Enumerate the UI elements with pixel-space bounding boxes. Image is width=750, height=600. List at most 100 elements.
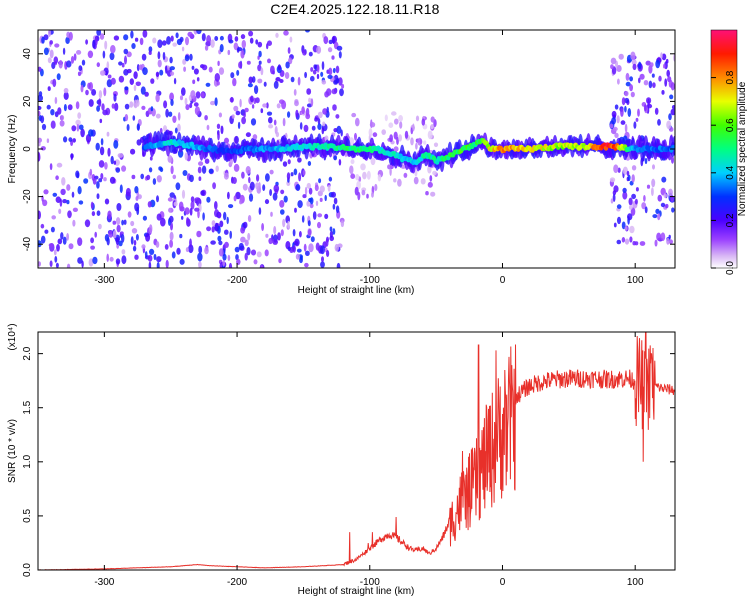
noise-blob [71, 191, 75, 198]
noise-blob [240, 236, 246, 243]
noise-blob [266, 111, 273, 116]
noise-blob [323, 36, 329, 45]
noise-blob [304, 71, 307, 79]
noise-blob [104, 40, 108, 50]
noise-blob [643, 104, 647, 112]
noise-blob [157, 51, 161, 60]
noise-blob [115, 167, 121, 173]
noise-blob [414, 169, 418, 177]
noise-blob [65, 36, 70, 45]
noise-blob [273, 226, 277, 235]
noise-blob [142, 67, 148, 76]
noise-blob [430, 116, 435, 123]
noise-blob [149, 248, 155, 255]
noise-blob [38, 110, 41, 117]
noise-blob [113, 140, 119, 149]
y-tick-label: 1.5 [22, 400, 33, 414]
noise-blob [152, 178, 157, 185]
noise-blob [193, 68, 199, 75]
noise-blob [95, 142, 100, 151]
noise-blob [663, 63, 666, 69]
noise-blob [666, 69, 670, 77]
noise-blob [258, 50, 262, 58]
noise-blob [217, 60, 220, 66]
noise-blob [114, 102, 119, 112]
noise-blob [393, 146, 399, 152]
noise-blob [167, 155, 173, 163]
spectrogram-x-ticks: -300 -200 -100 0 100 [94, 30, 644, 286]
noise-blob [81, 59, 86, 66]
noise-blob [332, 228, 336, 235]
noise-blob [228, 262, 233, 268]
noise-blob [263, 81, 267, 87]
noise-blob [639, 73, 645, 80]
noise-blob [175, 182, 181, 191]
noise-blob [91, 89, 97, 96]
noise-blob [633, 121, 637, 129]
noise-blob [66, 199, 70, 205]
x-tick-label: 0 [500, 275, 506, 286]
noise-blob [257, 55, 260, 60]
noise-blob [202, 212, 205, 221]
noise-blob [208, 168, 214, 174]
noise-blob [56, 162, 63, 168]
noise-blob [430, 191, 436, 197]
noise-blob [197, 166, 202, 174]
noise-blob [282, 218, 286, 228]
noise-blob [669, 94, 674, 100]
noise-blob [124, 103, 130, 110]
noise-blob [671, 105, 675, 110]
noise-blob [632, 241, 636, 246]
noise-blob [268, 116, 273, 124]
noise-blob [626, 170, 630, 177]
noise-blob [663, 193, 667, 199]
noise-blob [250, 95, 254, 103]
noise-blob [110, 155, 114, 165]
noise-blob [170, 35, 174, 42]
noise-blob [184, 97, 188, 106]
noise-blob [71, 125, 77, 132]
noise-blob [336, 262, 341, 268]
spectrogram-ridge [141, 130, 675, 174]
noise-blob [100, 70, 106, 76]
noise-blob [119, 184, 123, 193]
noise-blob [67, 104, 73, 111]
noise-blob [181, 215, 184, 220]
noise-blob [628, 204, 633, 210]
noise-blob [257, 64, 262, 72]
noise-blob [668, 113, 672, 121]
noise-blob [670, 82, 675, 91]
colorbar-gradient [710, 29, 738, 269]
noise-blob [170, 99, 174, 106]
snr-x-ticks: -300 -200 -100 0 100 [94, 332, 644, 588]
noise-blob [235, 110, 241, 116]
noise-blob [77, 237, 83, 247]
noise-blob [184, 54, 190, 62]
noise-blob [284, 72, 290, 79]
noise-blob [256, 251, 262, 258]
noise-blob [657, 194, 663, 202]
noise-blob [360, 163, 366, 171]
noise-blob [300, 255, 303, 261]
noise-blob [289, 36, 293, 43]
noise-blob [652, 214, 658, 219]
noise-blob [204, 246, 209, 255]
noise-blob [389, 134, 393, 143]
noise-blob [306, 200, 311, 207]
noise-blob [98, 98, 102, 107]
noise-blob [179, 233, 183, 239]
noise-blob [624, 226, 628, 231]
noise-blob [200, 190, 205, 196]
noise-blob [301, 106, 305, 115]
noise-blob [109, 52, 115, 61]
noise-blob [333, 197, 338, 205]
noise-blob [366, 193, 369, 199]
noise-blob [159, 69, 164, 76]
noise-blob [109, 256, 114, 262]
noise-blob [340, 220, 345, 228]
noise-blob [217, 235, 222, 242]
noise-blob [117, 153, 124, 158]
snr-line [38, 332, 675, 570]
noise-blob [403, 172, 408, 178]
noise-blob [620, 108, 624, 117]
